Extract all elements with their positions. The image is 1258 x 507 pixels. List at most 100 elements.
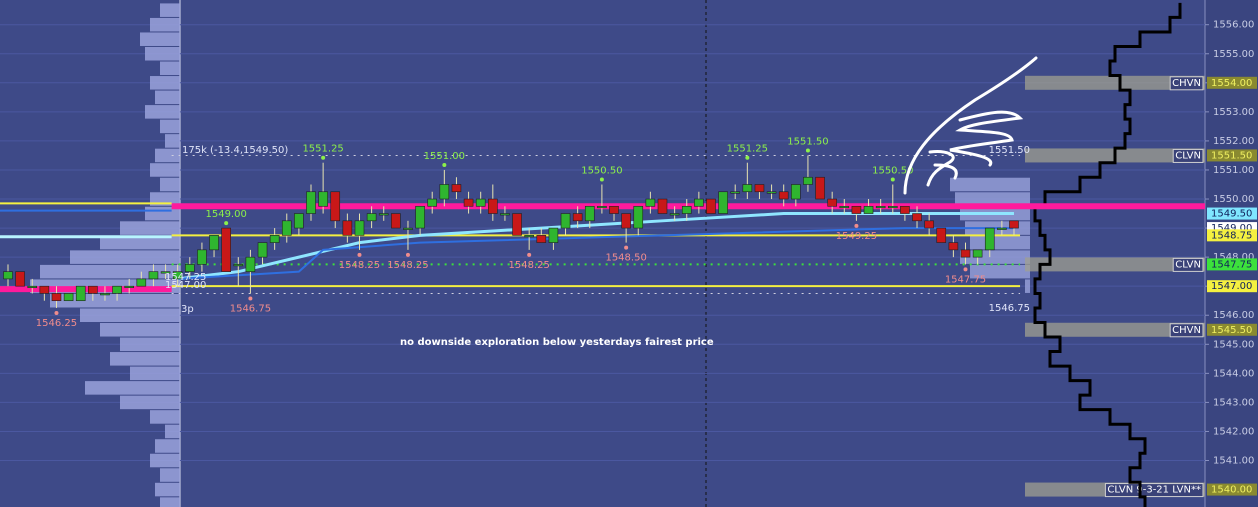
profile-bar bbox=[150, 76, 180, 90]
range-high-label: 1551.50 bbox=[989, 145, 1030, 156]
price-tag bbox=[1207, 323, 1257, 336]
candle-body bbox=[427, 198, 438, 207]
candle-body bbox=[657, 198, 668, 214]
candle-body bbox=[984, 227, 995, 251]
candle-body bbox=[948, 242, 959, 251]
price-tag-label: 1545.50 bbox=[1211, 325, 1252, 336]
zone-label-box bbox=[1104, 483, 1204, 498]
zone-label: CLVN 9-3-21 LVN** bbox=[1107, 485, 1201, 496]
y-tick-label: 1545.00 bbox=[1213, 339, 1254, 350]
profile-bar bbox=[140, 32, 180, 46]
price-tag-label: 1547.00 bbox=[1211, 281, 1252, 292]
candle-body bbox=[694, 198, 704, 207]
session-profile-bar bbox=[970, 264, 1030, 279]
candle-body bbox=[463, 198, 474, 207]
candle-body bbox=[366, 213, 377, 222]
candle-body bbox=[403, 227, 413, 230]
candle-body bbox=[112, 285, 122, 294]
candle-body bbox=[63, 293, 74, 302]
profile-bar bbox=[130, 366, 180, 381]
y-tick-label: 1556.00 bbox=[1213, 20, 1254, 31]
profile-bar bbox=[80, 308, 180, 323]
candle-body bbox=[560, 213, 571, 229]
high-label: 1551.25 bbox=[302, 144, 343, 155]
y-tick-label: 1548.00 bbox=[1213, 252, 1254, 263]
zone-label: CLVN bbox=[1175, 259, 1201, 270]
high-marker bbox=[745, 155, 750, 160]
volume-node-zone bbox=[1025, 257, 1205, 272]
candle-body bbox=[621, 213, 631, 229]
y-tick-label: 1552.00 bbox=[1213, 136, 1254, 147]
low-marker bbox=[357, 252, 362, 257]
candle-body bbox=[269, 235, 280, 243]
profile-bar bbox=[100, 323, 180, 337]
candle-body bbox=[197, 249, 207, 265]
candle-body bbox=[912, 213, 922, 222]
candle-body bbox=[451, 184, 462, 193]
candle-body bbox=[257, 242, 268, 258]
candle-body bbox=[936, 227, 947, 243]
high-marker bbox=[321, 155, 326, 160]
y-tick-label: 1553.00 bbox=[1213, 107, 1254, 118]
high-label: 1550.50 bbox=[581, 165, 622, 176]
hand-drawn-annotation bbox=[903, 56, 1038, 195]
candle-body bbox=[88, 285, 98, 294]
price-tag-label: 1554.00 bbox=[1211, 78, 1252, 89]
zone-label-box bbox=[1169, 76, 1204, 91]
price-tag-label: 1548.75 bbox=[1211, 230, 1252, 241]
low-marker bbox=[248, 296, 253, 301]
candle-body bbox=[681, 205, 692, 214]
profile-bar bbox=[160, 468, 180, 482]
candle-body bbox=[791, 184, 801, 200]
session-profile-bar bbox=[960, 250, 1030, 264]
volume-annotation: 175k (-13.4,1549.50) bbox=[182, 145, 288, 156]
candle-body bbox=[972, 249, 983, 258]
candle-body bbox=[318, 191, 328, 207]
candle-body bbox=[391, 213, 401, 229]
candle-body bbox=[354, 220, 365, 236]
profile-bar bbox=[155, 148, 180, 163]
y-tick-label: 1543.00 bbox=[1213, 397, 1254, 408]
candle-body bbox=[439, 184, 450, 200]
y-tick-label: 1550.00 bbox=[1213, 194, 1254, 205]
candle-body bbox=[160, 271, 171, 274]
profile-bar bbox=[160, 497, 180, 507]
low-label: 1548.25 bbox=[387, 260, 428, 271]
high-label: 1549.00 bbox=[205, 209, 246, 220]
zone-label-box bbox=[1172, 148, 1204, 163]
y-tick-label: 1555.00 bbox=[1213, 49, 1254, 60]
candle-body bbox=[281, 220, 292, 236]
profile-bar bbox=[120, 221, 180, 235]
profile-bar bbox=[110, 352, 180, 366]
candle-body bbox=[597, 205, 607, 209]
candle-body bbox=[730, 191, 741, 194]
price-tag-label: 1549.00 bbox=[1211, 223, 1252, 234]
candle-body bbox=[827, 198, 837, 207]
high-marker bbox=[599, 177, 604, 182]
indicator-line bbox=[177, 227, 1014, 280]
profile-bar bbox=[120, 337, 180, 352]
candle-body bbox=[572, 213, 583, 222]
high-label: 1551.50 bbox=[787, 136, 828, 147]
low-label: 1549.25 bbox=[836, 231, 877, 242]
candle-body bbox=[742, 184, 753, 193]
candle-body bbox=[39, 285, 50, 294]
candle-body bbox=[185, 264, 195, 272]
profile-bar bbox=[150, 410, 180, 424]
profile-bar bbox=[160, 3, 180, 17]
candle-body bbox=[960, 249, 971, 258]
candle-body bbox=[75, 285, 86, 302]
level-label: 1547.00 bbox=[165, 280, 206, 291]
y-tick-label: 1544.00 bbox=[1213, 368, 1254, 379]
low-marker bbox=[54, 310, 59, 315]
low-label: 1548.25 bbox=[508, 260, 549, 271]
low-marker bbox=[624, 245, 629, 250]
profile-bar bbox=[40, 264, 180, 279]
price-tag bbox=[1207, 229, 1257, 242]
candle-body bbox=[306, 191, 316, 214]
low-label: 1548.50 bbox=[605, 253, 646, 264]
session-profile-bar bbox=[955, 192, 1030, 206]
candle-body bbox=[3, 271, 13, 280]
profile-bar bbox=[165, 134, 180, 148]
